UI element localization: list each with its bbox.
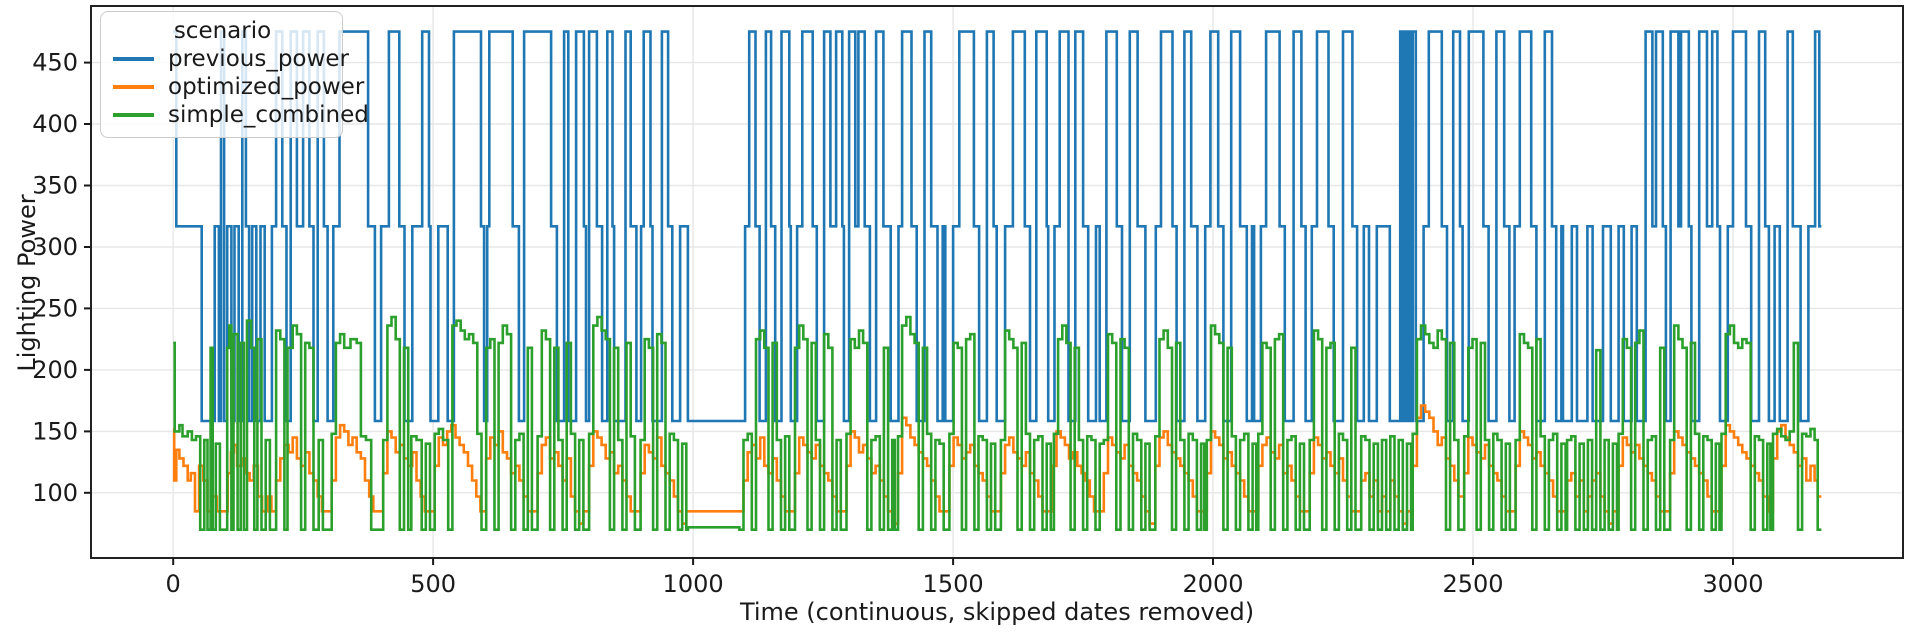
legend-swatch-simple-combined-icon <box>113 113 154 117</box>
x-tick-label-3000: 3000 <box>1702 570 1763 598</box>
y-tick-label-300: 300 <box>32 233 78 261</box>
y-tick-label-400: 400 <box>32 110 78 138</box>
y-tick-label-350: 350 <box>32 172 78 200</box>
series-path-previous_power <box>173 30 1822 423</box>
y-axis-label: Lighting Power <box>13 194 41 372</box>
x-tick-label-2000: 2000 <box>1182 570 1243 598</box>
y-tick-label-250: 250 <box>32 294 78 322</box>
legend-item-previous-power: previous_power <box>113 45 349 73</box>
legend-item-optimized-power: optimized_power <box>113 73 364 101</box>
legend-swatch-previous-power-icon <box>113 57 154 61</box>
legend-label-previous-power: previous_power <box>168 46 349 72</box>
x-tick-label-2500: 2500 <box>1442 570 1503 598</box>
legend-item-simple-combined: simple_combined <box>113 101 369 129</box>
legend-swatch-optimized-power-icon <box>113 85 154 89</box>
y-tick-label-200: 200 <box>32 356 78 384</box>
y-tick-label-450: 450 <box>32 49 78 77</box>
x-axis-label: Time (continuous, skipped dates removed) <box>739 598 1255 626</box>
legend-label-simple-combined: simple_combined <box>168 102 369 128</box>
legend-label-optimized-power: optimized_power <box>168 74 365 100</box>
y-tick-label-150: 150 <box>32 417 78 445</box>
x-tick-label-1000: 1000 <box>663 570 724 598</box>
legend: scenario previous_power optimized_power … <box>100 11 369 138</box>
y-tick-label-100: 100 <box>32 479 78 507</box>
x-tick-label-500: 500 <box>410 570 456 598</box>
x-tick-label-0: 0 <box>166 570 181 598</box>
series-path-simple_combined <box>173 315 1822 531</box>
axes-spines <box>90 5 1904 559</box>
x-tick-label-1500: 1500 <box>923 570 984 598</box>
legend-title: scenario <box>173 18 272 44</box>
